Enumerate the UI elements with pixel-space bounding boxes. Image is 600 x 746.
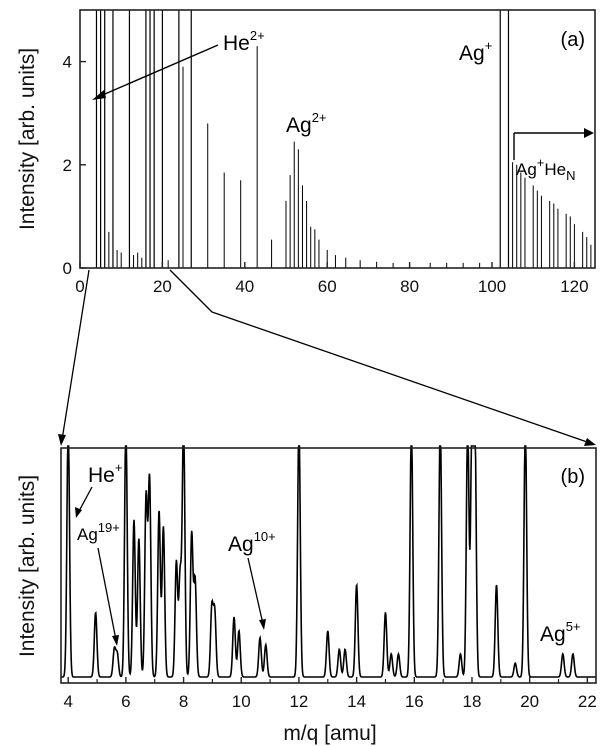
annotation-agplus: Ag+	[459, 38, 492, 65]
panel-b-xtick-label: 14	[347, 692, 366, 711]
panel-a-xtick-label: 80	[400, 277, 419, 296]
zoom-connector-left-arrowhead	[58, 434, 66, 446]
annotation-ag5plus-text: Ag5+	[540, 619, 581, 646]
panel-b-xtick-label: 16	[405, 692, 424, 711]
annotation-ag10plus-text: Ag10+	[228, 529, 276, 556]
panel-b-frame	[60, 447, 597, 684]
zoom-connector-right-b	[211, 311, 591, 444]
annotation-aghe: Ag+HeN	[513, 128, 594, 183]
panel-b-trace	[61, 445, 596, 678]
panel-a-label: (a)	[561, 29, 585, 51]
panel-a-frame	[79, 9, 596, 269]
annotation-ag19plus-arrow	[97, 547, 117, 641]
zoom-connector-right-arrowhead	[584, 438, 596, 446]
panel-b-xtick-label: 10	[232, 692, 251, 711]
panel-b-xlabel: m/q [amu]	[283, 722, 376, 745]
panel-b-xtick-label: 18	[463, 692, 482, 711]
panel-a-ytick-label: 4	[63, 53, 72, 72]
panel-a-ticks: 0 20 40 60 80 100 120 0 2 4	[63, 53, 589, 296]
panel-b-ticks: 4 6 8 10 12 14 16 18 20 22	[63, 677, 597, 711]
annotation-ag19plus: Ag19+	[77, 520, 120, 646]
panel-b-label: (b)	[561, 466, 585, 488]
annotation-ag19plus-text: Ag19+	[77, 520, 120, 544]
annotation-aghe-arrowhead	[584, 128, 594, 138]
panel-b: 4 6 8 10 12 14 16 18 20 22 Intensity [arb. units]…	[16, 445, 597, 745]
panel-a: 0 20 40 60 80 100 120 0 2 4 Intensity [arb. units…	[16, 9, 596, 296]
zoom-connector-right-a	[169, 269, 213, 313]
panel-a-ytick-label: 2	[63, 156, 72, 175]
panel-b-xtick-label: 6	[121, 692, 130, 711]
annotation-he2plus: He2+	[92, 28, 265, 100]
annotation-ag10plus-arrow	[247, 557, 264, 625]
panel-a-xtick-label: 120	[560, 277, 588, 296]
panel-b-xtick-label: 4	[63, 692, 72, 711]
annotation-heplus: He+	[75, 460, 122, 518]
panel-a-xtick-label: 40	[235, 277, 254, 296]
panel-a-ytick-label: 0	[63, 259, 72, 278]
panel-b-ylabel: Intensity [arb. units]	[16, 475, 39, 657]
panel-a-xtick-label: 20	[153, 277, 172, 296]
panel-a-xtick-label: 0	[75, 277, 84, 296]
zoom-connector-left	[61, 269, 90, 441]
annotation-he2plus-arrow	[97, 44, 219, 98]
panel-a-spectrum	[95, 10, 592, 268]
panel-a-xtick-label: 100	[478, 277, 506, 296]
annotation-aghe-text: Ag+HeN	[516, 155, 576, 183]
annotation-heplus-arrowhead	[75, 507, 82, 518]
panel-a-xtick-label: 60	[318, 277, 337, 296]
annotation-ag19plus-arrowhead	[112, 635, 119, 646]
annotation-he2plus-arrowhead	[92, 90, 106, 100]
panel-a-ylabel: Intensity [arb. units]	[16, 48, 39, 230]
annotation-ag2plus: Ag2+	[286, 110, 327, 137]
panel-b-xtick-label: 22	[578, 692, 597, 711]
zoom-connectors	[58, 269, 596, 446]
annotation-agplus-text: Ag+	[459, 38, 492, 65]
panel-b-spectrum	[61, 445, 596, 678]
annotation-ag2plus-text: Ag2+	[286, 110, 327, 137]
annotation-heplus-text: He+	[88, 460, 122, 487]
annotation-he2plus-text: He2+	[223, 28, 265, 55]
panel-b-xtick-label: 20	[520, 692, 539, 711]
panel-b-xtick-label: 8	[179, 692, 188, 711]
annotation-heplus-arrow	[77, 486, 93, 514]
annotation-ag5plus: Ag5+	[540, 619, 581, 646]
panel-b-xtick-label: 12	[289, 692, 308, 711]
annotation-ag10plus: Ag10+	[228, 529, 276, 630]
annotation-ag10plus-arrowhead	[259, 619, 266, 630]
